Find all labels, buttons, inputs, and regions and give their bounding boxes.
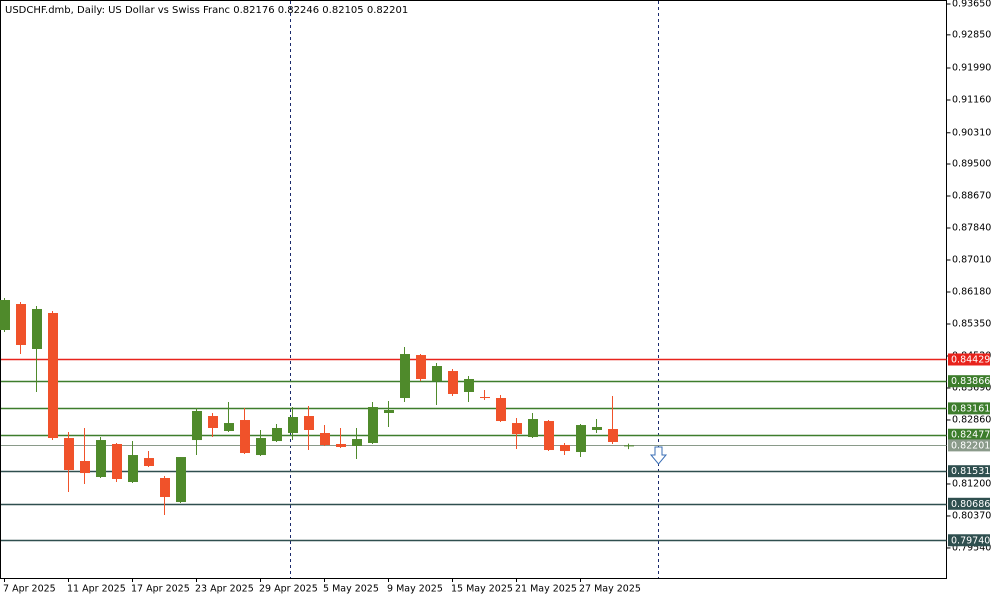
y-tick-label: 0.92850 [952, 29, 991, 40]
candle-body [288, 417, 298, 434]
candle-body [624, 445, 634, 447]
chart-title: USDCHF.dmb, Daily: US Dollar vs Swiss Fr… [5, 5, 408, 16]
candle-body [80, 460, 90, 474]
candle-body [592, 426, 602, 431]
level-label: 0.79740 [951, 535, 990, 546]
level-tag [948, 465, 990, 478]
y-tick-label: 0.93650 [952, 0, 991, 10]
x-tick-label: 9 May 2025 [387, 584, 443, 595]
candle-body [400, 354, 410, 399]
y-tick-label: 0.81200 [952, 478, 991, 489]
level-label: 0.82201 [951, 440, 990, 451]
candle-body [512, 423, 522, 435]
y-tick-label: 0.91160 [952, 95, 991, 106]
level-tag [948, 497, 990, 510]
x-tick-label: 17 Apr 2025 [131, 584, 190, 595]
y-tick-label: 0.91990 [952, 63, 991, 74]
candle-body [544, 421, 554, 451]
x-tick-label: 27 May 2025 [579, 584, 641, 595]
x-tick-label: 11 Apr 2025 [67, 584, 126, 595]
candle-body [304, 416, 314, 431]
y-tick-label: 0.83690 [952, 382, 991, 393]
y-tick-label: 0.88670 [952, 190, 991, 201]
level-tag [948, 353, 990, 366]
candle-body [112, 443, 122, 480]
candle-body [128, 455, 138, 483]
level-label: 0.83866 [951, 376, 990, 387]
x-tick-label: 21 May 2025 [515, 584, 577, 595]
level-tag [948, 439, 990, 452]
candle-body [464, 378, 474, 392]
candle-body [528, 419, 538, 438]
candle-body [432, 366, 442, 382]
candle-body [144, 458, 154, 467]
candle-body [256, 438, 266, 456]
x-tick-label: 7 Apr 2025 [3, 584, 56, 595]
y-tick-label: 0.87840 [952, 222, 991, 233]
level-tag [948, 428, 990, 441]
candle-body [608, 428, 618, 442]
plot-frame [0, 0, 947, 579]
candle-body [0, 300, 10, 330]
candle-body [576, 425, 586, 453]
y-tick-label: 0.85350 [952, 318, 991, 329]
sell-arrow [649, 446, 668, 465]
candle-body [64, 438, 74, 471]
candle-body [560, 444, 570, 452]
candle-body [496, 398, 506, 422]
x-tick-label: 5 May 2025 [323, 584, 379, 595]
candle-body [384, 409, 394, 414]
candle-body [224, 423, 234, 432]
y-tick-label: 0.86180 [952, 286, 991, 297]
candle-body [208, 416, 218, 428]
candle-body [192, 410, 202, 441]
candle-body [368, 407, 378, 443]
level-tag [948, 534, 990, 547]
x-tick-label: 15 May 2025 [451, 584, 513, 595]
candle-body [176, 457, 186, 503]
candle-body [96, 440, 106, 477]
candle-body [336, 443, 346, 448]
level-label: 0.80686 [951, 499, 990, 510]
y-tick-label: 0.89500 [952, 158, 991, 169]
level-label: 0.83161 [951, 403, 990, 414]
candle-body [240, 420, 250, 454]
level-tag [948, 402, 990, 415]
candle-body [32, 308, 42, 350]
candle-body [272, 427, 282, 442]
candle-body [416, 355, 426, 379]
candle-body [352, 439, 362, 447]
candle-body [16, 304, 26, 345]
candle-body [480, 397, 490, 399]
x-tick-label: 23 Apr 2025 [195, 584, 254, 595]
x-tick-label: 29 Apr 2025 [259, 584, 318, 595]
candle-body [320, 433, 330, 445]
y-tick-label: 0.90310 [952, 127, 991, 138]
level-label: 0.81531 [951, 466, 990, 477]
level-tag [948, 375, 990, 388]
candle-body [48, 312, 58, 439]
y-tick-label: 0.80370 [952, 510, 991, 521]
level-label: 0.84429 [951, 354, 990, 365]
candle-body [160, 477, 170, 498]
y-tick-label: 0.82860 [952, 414, 991, 425]
candle-body [448, 371, 458, 394]
level-label: 0.82477 [951, 430, 990, 441]
y-tick-label: 0.79540 [952, 542, 991, 553]
y-tick-label: 0.87010 [952, 254, 991, 265]
